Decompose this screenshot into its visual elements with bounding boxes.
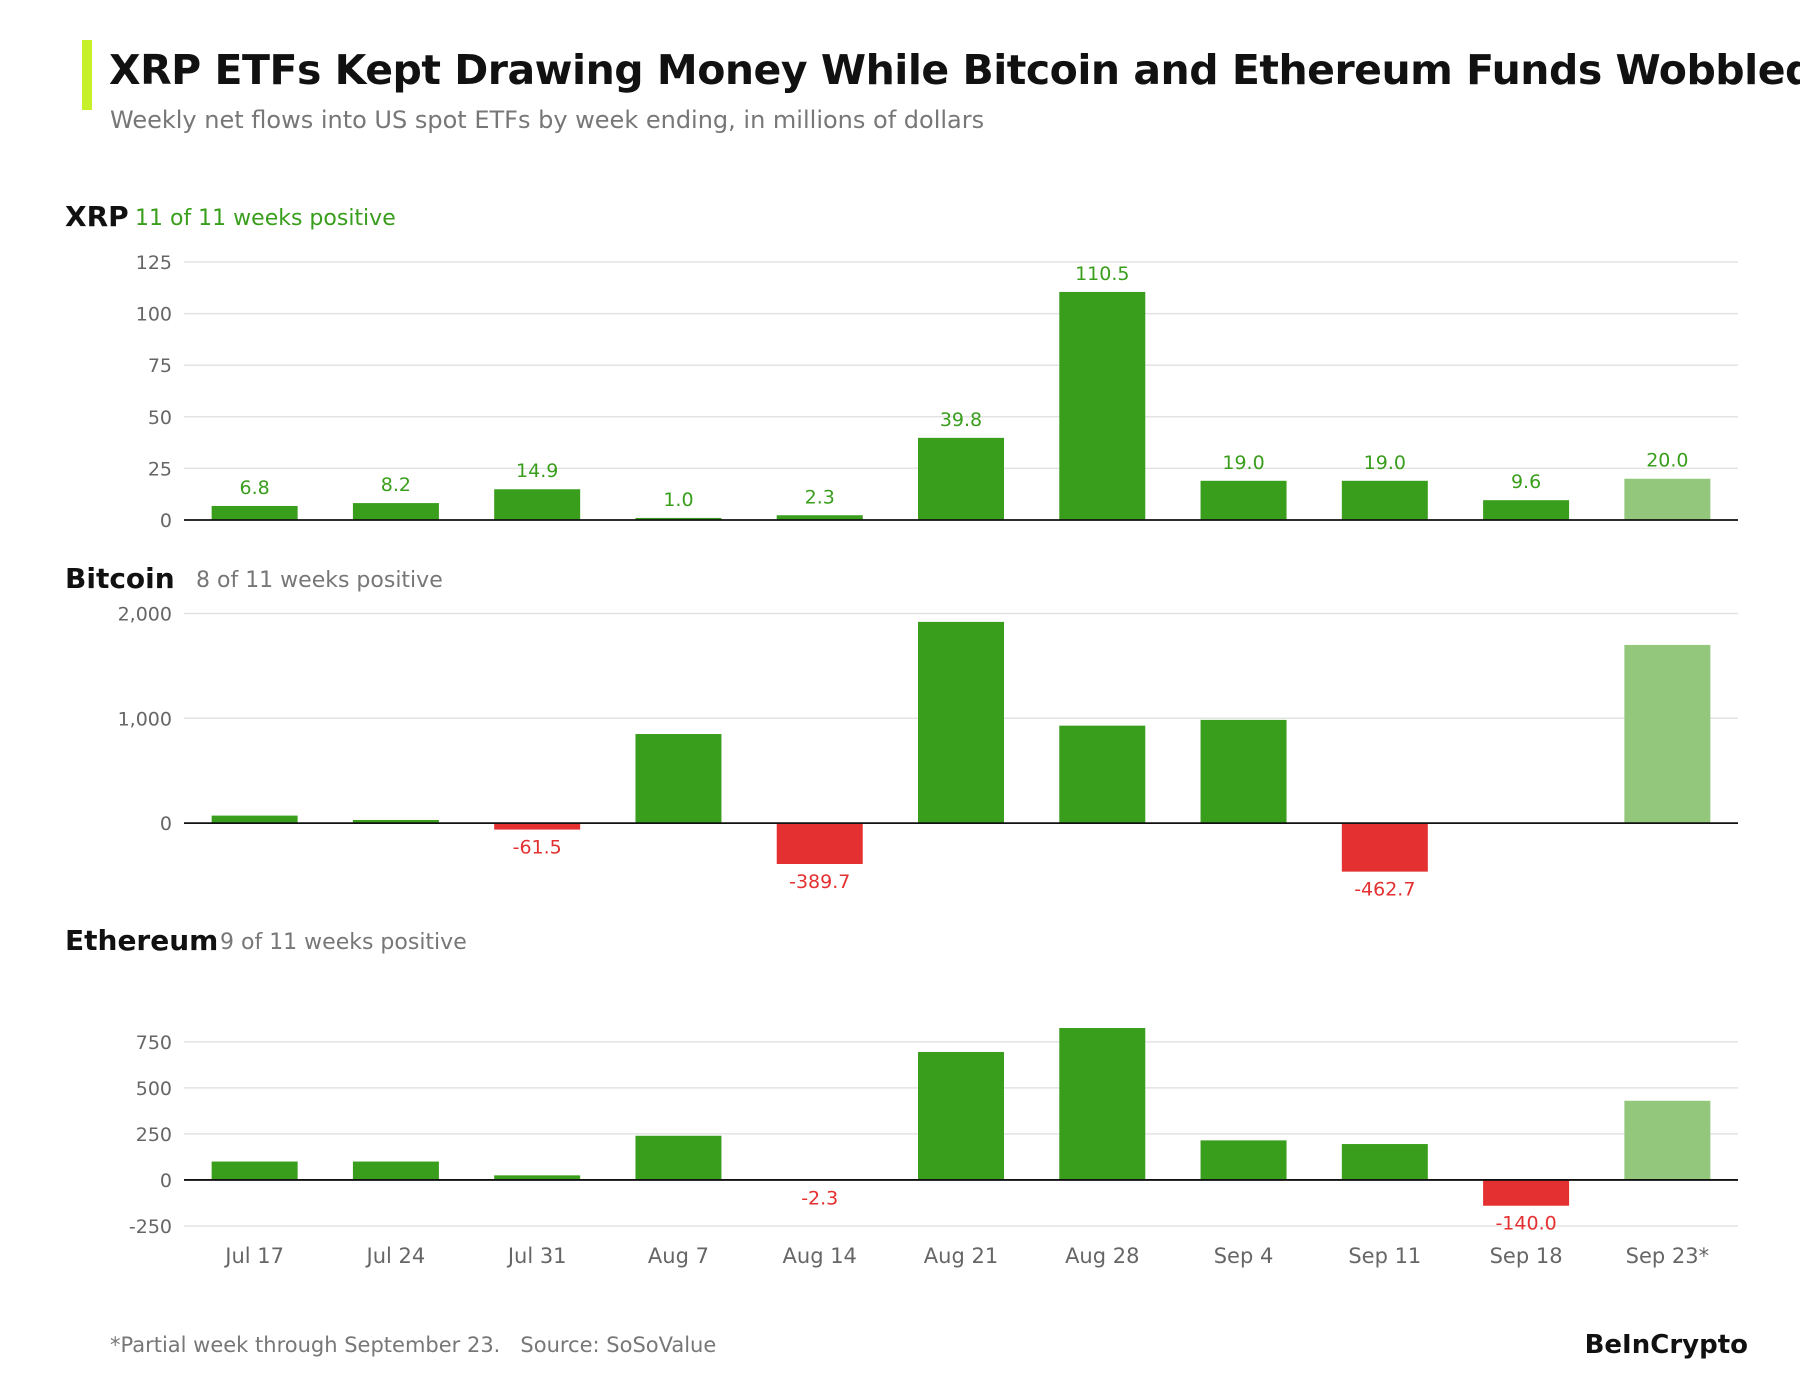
source-note: Source: SoSoValue <box>520 1333 717 1357</box>
bar-bitcoin <box>776 823 863 864</box>
bar-ethereum <box>1200 1140 1287 1180</box>
panel-note-ethereum: 9 of 11 weeks positive <box>220 930 467 955</box>
data-label-ethereum: -140.0 <box>1495 1213 1556 1235</box>
panel-title-bitcoin: Bitcoin <box>65 562 175 595</box>
data-label-xrp: 14.9 <box>516 460 558 482</box>
panel-note-xrp: 11 of 11 weeks positive <box>135 206 396 231</box>
bar-bitcoin <box>211 815 298 824</box>
x-tick-label: Jul 17 <box>223 1244 284 1268</box>
x-tick-label: Aug 7 <box>648 1244 709 1268</box>
data-label-xrp: 2.3 <box>805 486 835 508</box>
data-label-xrp: 110.5 <box>1075 263 1129 285</box>
bar-ethereum <box>1483 1179 1570 1206</box>
bar-bitcoin <box>918 621 1004 824</box>
chart-title: XRP ETFs Kept Drawing Money While Bitcoi… <box>109 46 1800 94</box>
bar-xrp <box>211 505 298 520</box>
bar-ethereum <box>1624 1100 1711 1180</box>
bar-xrp <box>635 517 722 520</box>
y-tick-label-ethereum: 0 <box>160 1170 172 1192</box>
x-tick-label: Jul 31 <box>506 1244 567 1268</box>
data-label-xrp: 6.8 <box>240 477 270 499</box>
data-label-bitcoin: -389.7 <box>789 871 850 893</box>
bar-bitcoin <box>352 819 439 824</box>
bar-ethereum <box>352 1161 439 1180</box>
data-label-xrp: 9.6 <box>1511 471 1541 493</box>
y-tick-label-xrp: 125 <box>136 252 172 274</box>
data-label-ethereum: -2.3 <box>801 1187 838 1209</box>
y-tick-label-ethereum: 250 <box>136 1124 172 1146</box>
bar-ethereum <box>1341 1144 1428 1180</box>
y-tick-label-ethereum: 750 <box>136 1032 172 1054</box>
data-label-xrp: 19.0 <box>1222 452 1264 474</box>
bar-bitcoin <box>1200 719 1287 824</box>
x-tick-label: Sep 18 <box>1490 1244 1563 1268</box>
data-label-xrp: 19.0 <box>1364 452 1406 474</box>
footer-note: *Partial week through September 23. Sour… <box>110 1333 716 1357</box>
x-tick-label: Sep 11 <box>1348 1244 1421 1268</box>
bar-bitcoin <box>1341 823 1428 872</box>
x-tick-label: Sep 23* <box>1626 1244 1709 1268</box>
panel-note-bitcoin: 8 of 11 weeks positive <box>196 568 443 593</box>
data-label-xrp: 20.0 <box>1646 450 1688 472</box>
data-label-xrp: 1.0 <box>663 489 693 511</box>
bar-ethereum <box>918 1051 1004 1180</box>
partial-week-note: *Partial week through September 23. <box>110 1333 501 1357</box>
bar-xrp <box>352 503 439 520</box>
bar-xrp <box>918 437 1004 520</box>
y-tick-label-xrp: 50 <box>148 407 172 429</box>
x-tick-label: Jul 24 <box>365 1244 426 1268</box>
x-tick-label: Aug 21 <box>924 1244 998 1268</box>
x-tick-label: Aug 28 <box>1065 1244 1139 1268</box>
bar-xrp <box>494 489 581 520</box>
y-tick-label-xrp: 75 <box>148 355 172 377</box>
bar-xrp <box>1624 478 1711 520</box>
bar-xrp <box>1059 291 1146 520</box>
y-tick-label-bitcoin: 1,000 <box>118 708 172 730</box>
y-tick-label-xrp: 0 <box>160 510 172 532</box>
y-tick-label-ethereum: -250 <box>129 1216 172 1238</box>
x-tick-label: Aug 14 <box>783 1244 857 1268</box>
brand-logo: BeInCrypto <box>1584 1330 1748 1360</box>
bar-xrp <box>1483 500 1570 520</box>
y-tick-label-xrp: 100 <box>136 304 172 326</box>
bar-xrp <box>776 515 863 520</box>
y-tick-label-ethereum: 500 <box>136 1078 172 1100</box>
bar-xrp <box>1341 480 1428 520</box>
bar-ethereum <box>635 1135 722 1180</box>
y-tick-label-xrp: 25 <box>148 458 172 480</box>
panel-title-ethereum: Ethereum <box>65 924 219 957</box>
title-accent-bar <box>82 40 92 110</box>
bar-bitcoin <box>1624 644 1711 824</box>
bar-ethereum <box>1059 1028 1146 1180</box>
x-tick-label: Sep 4 <box>1214 1244 1274 1268</box>
bar-xrp <box>1200 480 1287 520</box>
data-label-xrp: 8.2 <box>381 474 411 496</box>
y-tick-label-bitcoin: 0 <box>160 813 172 835</box>
data-label-xrp: 39.8 <box>940 409 982 431</box>
bar-bitcoin <box>1059 725 1146 824</box>
panel-title-xrp: XRP <box>65 200 129 233</box>
y-tick-label-bitcoin: 2,000 <box>118 603 172 625</box>
bar-bitcoin <box>635 734 722 824</box>
data-label-bitcoin: -61.5 <box>513 837 562 859</box>
bar-ethereum <box>211 1161 298 1180</box>
data-label-bitcoin: -462.7 <box>1354 879 1415 901</box>
bar-ethereum <box>494 1175 581 1180</box>
bar-bitcoin <box>494 823 581 830</box>
chart-subtitle: Weekly net flows into US spot ETFs by we… <box>110 106 985 134</box>
